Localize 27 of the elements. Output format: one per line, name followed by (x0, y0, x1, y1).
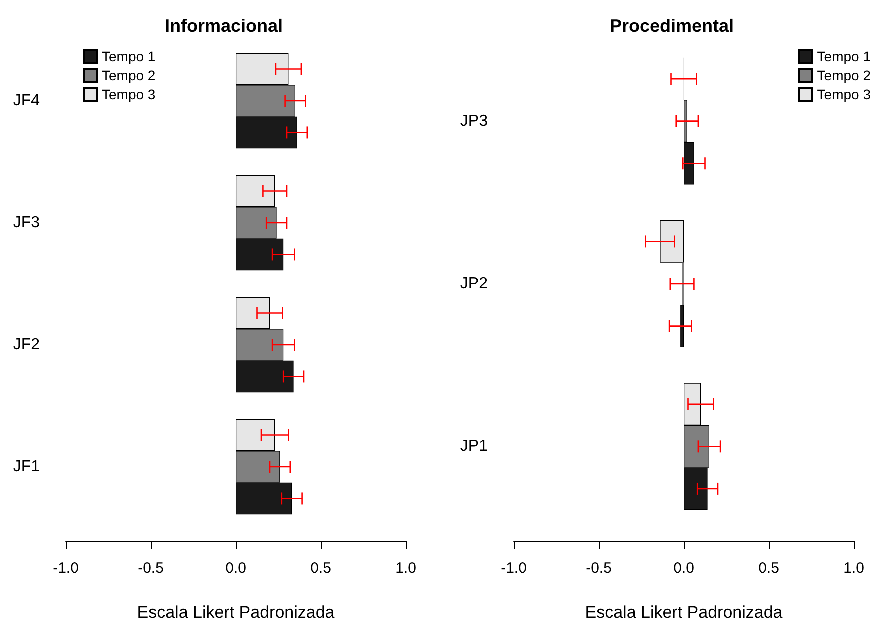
x-tick-label: 0.5 (758, 560, 780, 577)
x-tick-label: -0.5 (138, 560, 164, 577)
y-tick-label: JF3 (13, 214, 40, 232)
y-tick-label: JF1 (13, 458, 40, 476)
x-tick-label: -0.5 (586, 560, 612, 577)
y-tick-label: JP1 (460, 438, 488, 456)
legend-label: Tempo 2 (102, 68, 156, 84)
chart-title: Informacional (164, 16, 284, 36)
x-tick-label: 0.0 (674, 560, 694, 577)
y-tick-label: JF2 (13, 336, 40, 354)
legend-label: Tempo 1 (102, 48, 156, 64)
y-tick-label: JP2 (460, 276, 488, 292)
x-tick-label: 0.0 (226, 560, 246, 577)
y-tick-label: JF4 (13, 92, 40, 110)
legend-label: Tempo 3 (102, 86, 156, 102)
x-axis-title: Escala Likert Padronizada (585, 603, 784, 622)
x-axis-title: Escala Likert Padronizada (137, 603, 336, 622)
x-tick-label: -1.0 (53, 560, 79, 577)
legend-label: Tempo 1 (817, 48, 872, 64)
chart-title: Procedimental (610, 16, 734, 36)
x-tick-label: -1.0 (501, 560, 527, 577)
x-tick-label: 1.0 (396, 560, 416, 577)
x-tick-label: 0.5 (310, 560, 332, 577)
y-tick-label: JP3 (460, 112, 488, 130)
legend-label: Tempo 2 (817, 68, 872, 84)
legend-label: Tempo 3 (817, 86, 872, 102)
x-tick-label: 1.0 (844, 560, 864, 577)
